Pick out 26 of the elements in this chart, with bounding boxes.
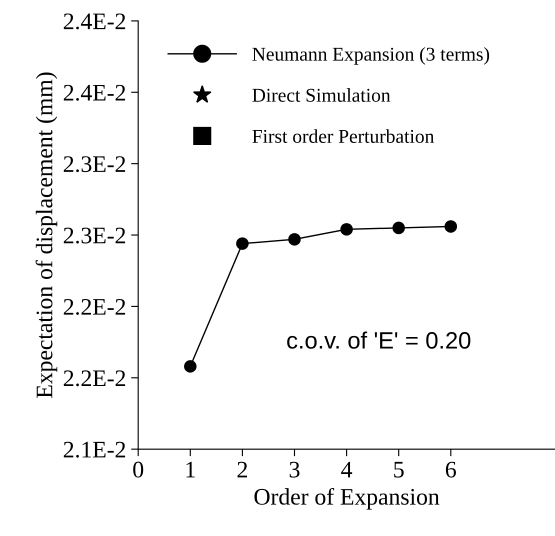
y-tick-label: 2.2E-2 bbox=[64, 298, 126, 315]
point bbox=[444, 220, 458, 233]
y-tick-label: 2.3E-2 bbox=[64, 156, 126, 172]
x-tick-label: 0 bbox=[133, 462, 144, 478]
point bbox=[340, 223, 353, 236]
y-axis-title: Expectation of displacement (mm) bbox=[36, 72, 58, 398]
x-tick-label: 1 bbox=[186, 462, 195, 478]
x-tick-label: 4 bbox=[341, 462, 352, 478]
legend-label: Neumann Expansion (3 terms) bbox=[252, 47, 490, 65]
x-tick-label: 5 bbox=[394, 462, 404, 478]
legend-label: Direct Simulation bbox=[252, 88, 390, 102]
point bbox=[184, 360, 197, 373]
y-tick-label: 2.1E-2 bbox=[64, 442, 126, 458]
x-tick-label: 3 bbox=[290, 462, 300, 478]
legend-label: First order Perturbation bbox=[252, 129, 434, 143]
x-tick-label: 2 bbox=[238, 462, 247, 478]
y-tick-label: 2.4E-2 bbox=[64, 84, 126, 101]
x-tick-label: 6 bbox=[446, 462, 456, 478]
y-tick-label: 2.4E-2 bbox=[64, 13, 126, 30]
point bbox=[288, 233, 301, 246]
point bbox=[236, 237, 249, 250]
point bbox=[392, 222, 405, 234]
x-axis-title: Order of Expansion bbox=[254, 488, 440, 510]
y-tick-label: 2.3E-2 bbox=[64, 228, 126, 244]
y-tick-label: 2.2E-2 bbox=[64, 370, 126, 386]
annotation: c.o.v. of 'E' = 0.20 bbox=[287, 331, 470, 349]
